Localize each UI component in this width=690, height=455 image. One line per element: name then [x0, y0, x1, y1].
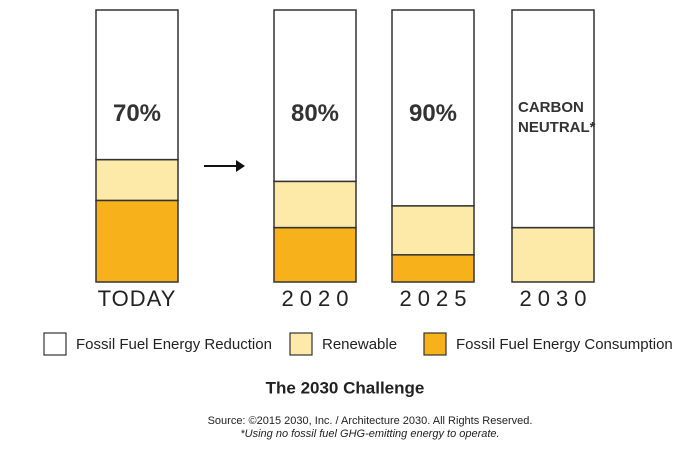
- bar-segment: [511, 226, 595, 283]
- x-tick-label: TODAY: [98, 286, 177, 311]
- bar-segment: [391, 9, 475, 207]
- legend-swatch: [43, 332, 67, 356]
- x-tick-label: 2025: [400, 286, 473, 311]
- bar-segment: [391, 205, 475, 256]
- legend-label: Fossil Fuel Energy Consumption: [456, 336, 673, 353]
- bar-segment: [273, 9, 357, 183]
- bar-annotation: 90%: [408, 100, 458, 127]
- bar-segment: [95, 199, 179, 283]
- bar-annotation: CARBON NEUTRAL*: [518, 99, 596, 136]
- x-tick-label: 2030: [520, 286, 593, 311]
- source: Source: ©2015 2030, Inc. / Architecture …: [208, 415, 533, 427]
- bar-segment: [391, 254, 475, 283]
- legend-swatch: [423, 332, 447, 356]
- chart-title: The 2030 Challenge: [266, 378, 425, 397]
- x-tick-label: 2020: [282, 286, 355, 311]
- bar-segment: [273, 226, 357, 283]
- bar-segment: [95, 9, 179, 161]
- footnote: *Using no fossil fuel GHG-emitting energ…: [240, 428, 499, 440]
- legend-swatch: [289, 332, 313, 356]
- bar-annotation: 70%: [112, 100, 162, 127]
- bar-annotation: 80%: [290, 100, 340, 127]
- legend-label: Fossil Fuel Energy Reduction: [76, 336, 272, 353]
- bar-segment: [511, 9, 595, 229]
- arrow: [204, 160, 245, 172]
- legend-label: Renewable: [322, 336, 397, 353]
- bar-segment: [273, 180, 357, 229]
- bar-segment: [95, 158, 179, 202]
